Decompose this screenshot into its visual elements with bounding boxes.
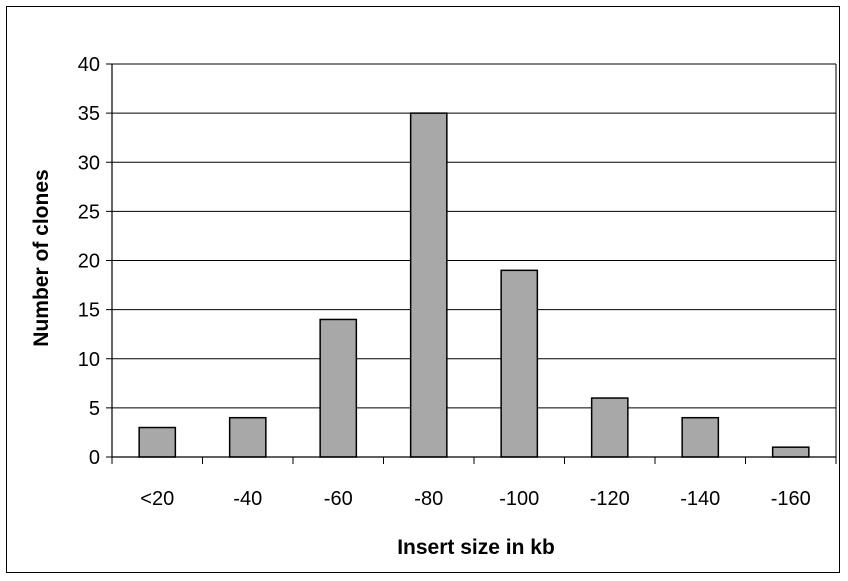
x-tick-label: -60 — [324, 488, 353, 510]
bar — [771, 446, 810, 458]
y-axis-title: Number of clones — [30, 169, 53, 346]
x-tick-label: <20 — [140, 488, 174, 510]
bar — [409, 112, 448, 458]
x-axis-title: Insert size in kb — [397, 536, 555, 559]
bar — [500, 269, 539, 458]
axes — [106, 63, 837, 464]
bar — [590, 397, 629, 458]
x-tick-label: -40 — [233, 488, 262, 510]
bar — [319, 318, 358, 458]
x-tick-label: -160 — [771, 488, 811, 510]
y-tick-label: 30 — [78, 152, 100, 174]
gridlines — [112, 63, 836, 409]
y-tick-label: 20 — [78, 251, 100, 273]
x-tick-label: -120 — [590, 488, 630, 510]
y-tick-label: 25 — [78, 201, 100, 223]
x-tick-label: -100 — [499, 488, 539, 510]
x-tick-label: -140 — [680, 488, 720, 510]
bars — [138, 112, 810, 458]
y-tick-label: 5 — [89, 398, 100, 420]
y-tick-label: 15 — [78, 300, 100, 322]
y-tick-label: 0 — [89, 447, 100, 469]
bar — [681, 416, 720, 458]
bar — [138, 426, 177, 458]
x-tick-label: -80 — [414, 488, 443, 510]
tick-labels: 0 5 10 15 20 25 30 35 40 <20 -40 -60 -80 -100 -120 -140… — [78, 54, 811, 510]
y-tick-label: 40 — [78, 54, 100, 76]
y-tick-label: 35 — [78, 103, 100, 125]
y-tick-label: 10 — [78, 349, 100, 371]
bar — [228, 416, 267, 458]
